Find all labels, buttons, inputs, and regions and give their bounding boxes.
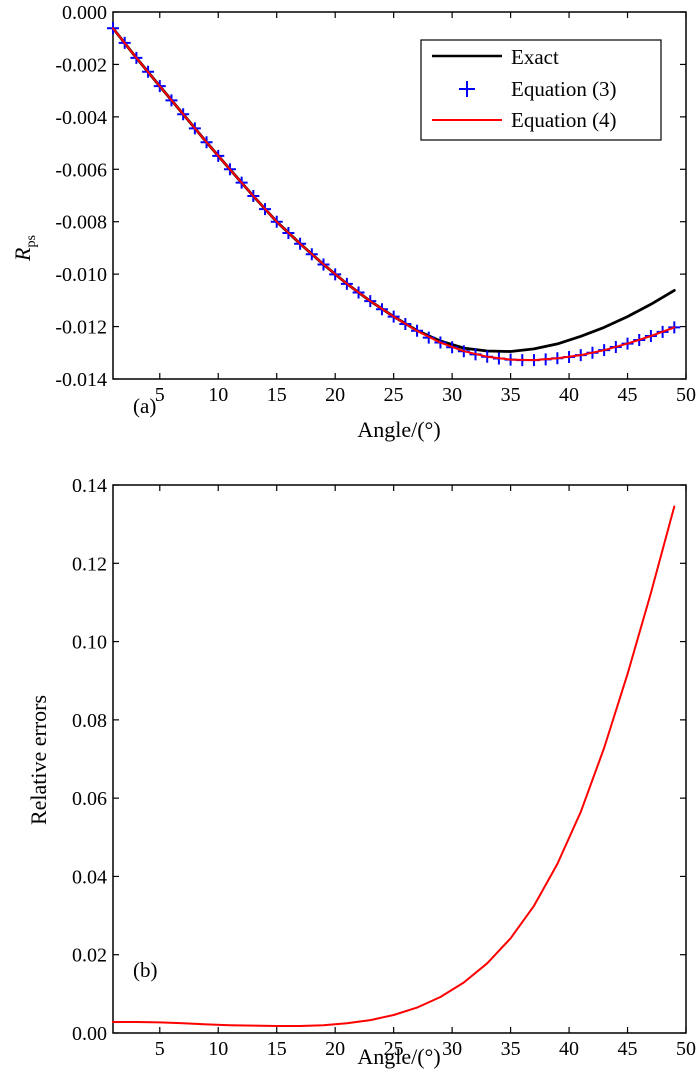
panel-b-y-tick-label: 0.14 bbox=[72, 475, 107, 497]
panel-b-label: (b) bbox=[133, 958, 158, 982]
panel-b-x-tick-label: 40 bbox=[559, 1038, 579, 1060]
panel-a-ticks: 5 10 15 20 25 30 35 40 45 50 0.000 -0.002 -0.004 -0.0… bbox=[55, 2, 696, 406]
panel-b-plot-frame bbox=[112, 484, 687, 1034]
panel-b-y-tick-label: 0.04 bbox=[72, 866, 107, 888]
panel-b-x-tick-label: 10 bbox=[208, 1038, 228, 1060]
legend-exact-label: Exact bbox=[511, 45, 559, 69]
panel-a-y-tick-label: -0.006 bbox=[55, 159, 107, 181]
panel-a-y-tick-label: -0.010 bbox=[55, 264, 107, 286]
panel-b-x-tick-label: 30 bbox=[442, 1038, 462, 1060]
panel-b-x-tick-label: 5 bbox=[155, 1038, 165, 1060]
panel-a-x-tick-label: 15 bbox=[267, 384, 287, 406]
panel-a-x-tick-label: 20 bbox=[325, 384, 345, 406]
panel-b-ticks: 5 10 15 20 25 30 35 40 45 50 0.00 0.02 0.04 0.06 0.08 0… bbox=[72, 475, 696, 1060]
legend: Exact Equation (3) Equation (4) bbox=[420, 39, 662, 141]
panel-a-y-tick-label: -0.012 bbox=[55, 317, 107, 339]
panel-b-y-axis-label: Relative errors bbox=[26, 695, 51, 825]
panel-b-y-tick-label: 0.12 bbox=[72, 553, 107, 575]
panel-b-y-tick-label: 0.00 bbox=[72, 1023, 107, 1045]
panel-b-x-tick-label: 50 bbox=[676, 1038, 696, 1060]
panel-b-x-tick-label: 35 bbox=[501, 1038, 521, 1060]
panel-b-y-tick-label: 0.10 bbox=[72, 632, 107, 654]
panel-a-chart: 5 10 15 20 25 30 35 40 45 50 0.000 -0.002 -0.004 -0.0… bbox=[10, 2, 696, 442]
legend-equation4-label: Equation (4) bbox=[511, 108, 617, 132]
series-relative-errors-line bbox=[112, 505, 676, 1027]
panel-a-series bbox=[107, 22, 681, 367]
panel-a-y-tick-label: -0.014 bbox=[55, 369, 107, 391]
panel-a-y-tick-label: -0.008 bbox=[55, 212, 107, 234]
panel-a-plot-frame bbox=[112, 11, 687, 380]
panel-b-y-tick-label: 0.02 bbox=[72, 945, 107, 967]
panel-b-x-tick-label: 20 bbox=[325, 1038, 345, 1060]
panel-b-y-tick-label: 0.06 bbox=[72, 788, 107, 810]
panel-a-x-tick-label: 5 bbox=[155, 384, 165, 406]
panel-a-x-tick-label: 25 bbox=[384, 384, 404, 406]
panel-b-y-tick-label: 0.08 bbox=[72, 710, 107, 732]
panel-a-x-tick-label: 35 bbox=[501, 384, 521, 406]
panel-a-y-axis-label-main: R bbox=[10, 247, 35, 262]
panel-b-x-axis-label: Angle/(°) bbox=[357, 1044, 440, 1069]
panel-a-y-tick-label: 0.000 bbox=[62, 2, 107, 24]
panel-a-y-tick-label: -0.002 bbox=[55, 54, 107, 76]
panel-a-x-tick-label: 30 bbox=[442, 384, 462, 406]
panel-a-x-axis-label: Angle/(°) bbox=[357, 417, 440, 442]
panel-a-y-tick-label: -0.004 bbox=[55, 107, 107, 129]
panel-b-x-tick-label: 25 bbox=[384, 1038, 404, 1060]
legend-equation3-swatch bbox=[459, 81, 475, 97]
panel-a-x-tick-label: 10 bbox=[208, 384, 228, 406]
panel-a-y-axis-label: Rps bbox=[10, 235, 39, 262]
panel-b-chart: 5 10 15 20 25 30 35 40 45 50 0.00 0.02 0.04 0.06 0.08 0… bbox=[26, 475, 696, 1069]
panel-b-x-tick-label: 15 bbox=[267, 1038, 287, 1060]
panel-a-x-tick-label: 50 bbox=[676, 384, 696, 406]
panel-a-label: (a) bbox=[133, 394, 156, 418]
panel-b-series bbox=[112, 505, 676, 1027]
panel-b-x-tick-label: 45 bbox=[618, 1038, 638, 1060]
panel-a-y-axis-label-sub: ps bbox=[24, 235, 39, 247]
series-equation-4-line bbox=[112, 27, 676, 362]
legend-equation3-label: Equation (3) bbox=[511, 77, 617, 101]
panel-a-x-tick-label: 40 bbox=[559, 384, 579, 406]
panel-a-x-tick-label: 45 bbox=[618, 384, 638, 406]
